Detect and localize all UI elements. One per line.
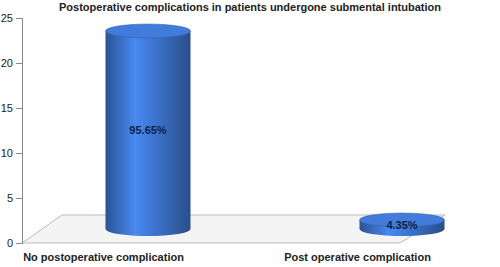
y-tick-mark (16, 108, 22, 109)
y-tick-mark (16, 198, 22, 199)
y-tick-mark (16, 153, 22, 154)
cylinder (360, 213, 445, 236)
x-tick: No postoperative complication (23, 251, 184, 263)
y-tick-label: 25 (1, 12, 13, 24)
y-tick-label: 5 (7, 192, 13, 204)
y-tick: 25 (1, 12, 22, 24)
annotation: 95.65% (129, 124, 167, 136)
y-tick: 5 (7, 192, 22, 204)
cylinder-body (106, 31, 191, 229)
y-tick: 10 (1, 147, 22, 159)
annotation: 4.35% (386, 219, 417, 231)
x-tick: Post operative complication (284, 251, 431, 263)
y-tick: 15 (1, 102, 22, 114)
y-tick-label: 15 (1, 102, 13, 114)
y-tick-mark (16, 63, 22, 64)
y-tick: 20 (1, 57, 22, 69)
y-axis-line (16, 19, 23, 244)
x-tick-label: No postoperative complication (23, 251, 184, 263)
y-tick-label: 10 (1, 147, 13, 159)
y-tick-label: 0 (7, 237, 13, 249)
cylinder-top (106, 24, 191, 38)
y-axis: 0 5 10 15 20 25 (1, 12, 23, 249)
y-tick-mark (16, 243, 22, 244)
cylinder (106, 24, 191, 236)
x-axis: No postoperative complication Post operat… (23, 251, 431, 263)
x-tick-label: Post operative complication (284, 251, 431, 263)
bars (106, 24, 445, 236)
title: Postoperative complications in patients … (59, 1, 441, 13)
y-tick-label: 20 (1, 57, 13, 69)
y-tick: 0 (7, 237, 22, 249)
y-tick-mark (16, 18, 22, 19)
chart: Postoperative complications in patients … (0, 0, 500, 267)
